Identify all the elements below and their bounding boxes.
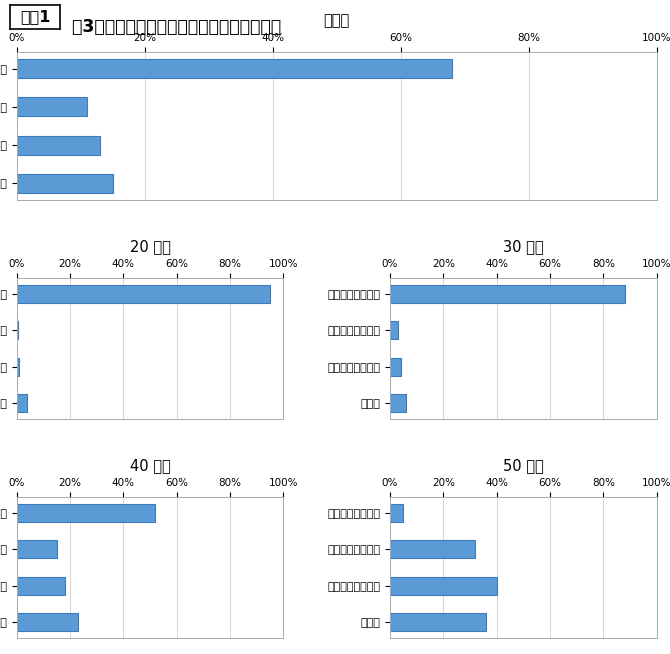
Bar (17, 358, 19, 376)
Bar (390, 284, 624, 303)
Bar (17, 321, 18, 339)
Bar (17, 284, 270, 303)
Title: 全年齢: 全年齢 (324, 14, 350, 29)
Title: 40 歳代: 40 歳代 (130, 458, 170, 473)
Title: 50 歳代: 50 歳代 (503, 458, 543, 473)
Bar (17, 174, 113, 193)
Bar (17, 135, 100, 155)
Bar (17, 540, 57, 559)
Bar (390, 504, 403, 522)
Bar (390, 394, 406, 412)
Bar (390, 358, 401, 376)
Title: 20 歳代: 20 歳代 (129, 239, 170, 254)
Title: 30 歳代: 30 歳代 (503, 239, 543, 254)
Bar (17, 613, 78, 631)
Bar (17, 504, 155, 522)
Text: 図表1: 図表1 (20, 10, 50, 24)
Bar (17, 59, 452, 78)
Bar (390, 577, 496, 594)
Bar (17, 394, 27, 412)
Bar (390, 321, 398, 339)
Bar (390, 540, 475, 559)
Bar (17, 97, 87, 116)
Bar (390, 613, 486, 631)
Bar (17, 577, 65, 594)
Text: 第3号被保険者のすぐには就業が難しい理由: 第3号被保険者のすぐには就業が難しい理由 (66, 18, 281, 37)
